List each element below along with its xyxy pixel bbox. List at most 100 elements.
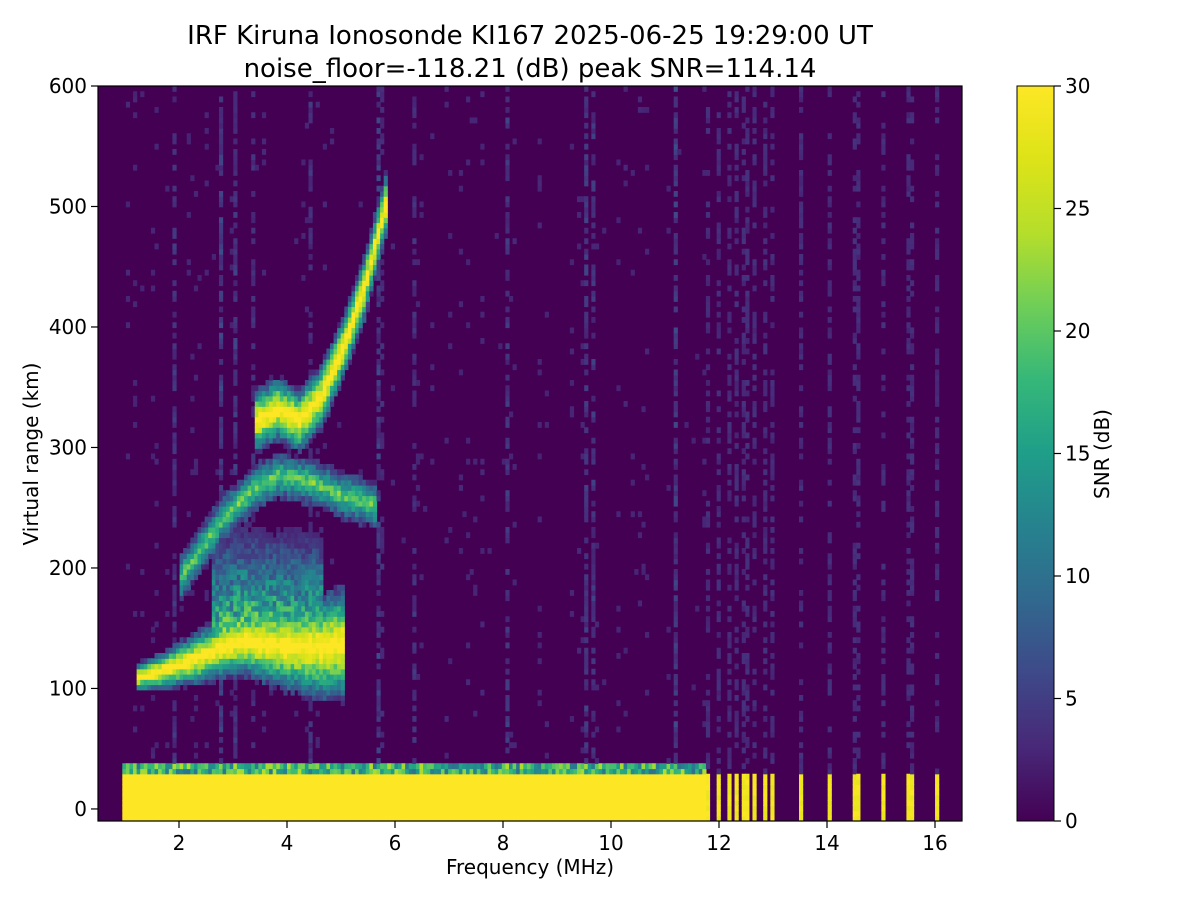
heatmap-cell bbox=[315, 542, 320, 549]
heatmap-cell bbox=[251, 458, 256, 465]
heatmap-cell bbox=[218, 726, 224, 733]
heatmap-cell bbox=[172, 716, 177, 722]
heatmap-cell bbox=[265, 464, 270, 470]
heatmap-cell bbox=[308, 243, 313, 250]
heatmap-cell bbox=[319, 369, 324, 376]
heatmap-cell bbox=[233, 773, 238, 780]
heatmap-cell bbox=[673, 684, 678, 691]
heatmap-cell bbox=[483, 768, 489, 775]
heatmap-cell bbox=[319, 779, 324, 785]
heatmap-cell bbox=[290, 773, 295, 780]
heatmap-cell bbox=[290, 815, 295, 822]
heatmap-cell bbox=[308, 611, 313, 617]
heatmap-cell bbox=[347, 773, 353, 780]
heatmap-cell bbox=[222, 605, 227, 612]
heatmap-cell bbox=[158, 810, 163, 817]
heatmap-cell bbox=[251, 516, 256, 523]
heatmap-cell bbox=[290, 611, 295, 617]
heatmap-cell bbox=[218, 516, 224, 523]
heatmap-cell bbox=[251, 385, 256, 392]
heatmap-cell bbox=[505, 721, 510, 728]
heatmap-cell bbox=[304, 464, 310, 470]
heatmap-cell bbox=[272, 574, 277, 581]
heatmap-cell bbox=[372, 238, 378, 245]
heatmap-cell bbox=[473, 784, 478, 791]
heatmap-cell bbox=[301, 595, 306, 602]
heatmap-cell bbox=[287, 621, 292, 628]
heatmap-cell bbox=[226, 600, 231, 607]
heatmap-cell bbox=[315, 553, 320, 560]
heatmap-cell bbox=[258, 385, 263, 392]
heatmap-cell bbox=[498, 794, 503, 801]
heatmap-cell bbox=[319, 553, 324, 560]
heatmap-cell bbox=[473, 805, 478, 812]
heatmap-cell bbox=[315, 101, 320, 108]
heatmap-cell bbox=[376, 290, 381, 297]
heatmap-cell bbox=[337, 663, 342, 670]
heatmap-cell bbox=[673, 815, 678, 822]
heatmap-cell bbox=[222, 621, 227, 628]
heatmap-cell bbox=[637, 794, 643, 801]
heatmap-cell bbox=[426, 763, 431, 770]
heatmap-cell bbox=[319, 474, 324, 481]
heatmap-cell bbox=[204, 663, 209, 670]
heatmap-cell bbox=[269, 600, 274, 607]
heatmap-cell bbox=[555, 779, 560, 785]
heatmap-cell bbox=[297, 647, 302, 654]
heatmap-cell bbox=[251, 406, 256, 413]
heatmap-cell bbox=[362, 317, 367, 323]
heatmap-cell bbox=[211, 527, 216, 533]
heatmap-cell bbox=[197, 537, 202, 544]
heatmap-cell bbox=[294, 794, 299, 801]
heatmap-cell bbox=[551, 810, 557, 817]
heatmap-cell bbox=[337, 422, 342, 428]
heatmap-cell bbox=[466, 259, 471, 266]
heatmap-cell bbox=[215, 511, 220, 518]
heatmap-cell bbox=[369, 285, 374, 292]
heatmap-cell bbox=[673, 647, 678, 654]
heatmap-cell bbox=[165, 668, 170, 675]
heatmap-cell bbox=[630, 805, 635, 812]
heatmap-cell bbox=[369, 768, 374, 775]
heatmap-cell bbox=[218, 191, 224, 197]
heatmap-cell bbox=[659, 768, 664, 775]
heatmap-cell bbox=[584, 758, 589, 764]
heatmap-cell bbox=[304, 406, 310, 413]
heatmap-cell bbox=[233, 112, 238, 119]
heatmap-cell bbox=[312, 574, 317, 581]
heatmap-cell bbox=[208, 668, 213, 675]
heatmap-cell bbox=[233, 401, 238, 407]
heatmap-cell bbox=[376, 653, 381, 659]
heatmap-cell bbox=[326, 684, 331, 691]
heatmap-cell bbox=[423, 800, 428, 806]
heatmap-cell bbox=[365, 306, 370, 313]
heatmap-cell bbox=[594, 794, 600, 801]
heatmap-cell bbox=[176, 794, 181, 801]
heatmap-cell bbox=[455, 768, 460, 775]
heatmap-cell bbox=[269, 495, 274, 502]
heatmap-cell bbox=[641, 563, 646, 570]
heatmap-cell bbox=[244, 658, 249, 665]
heatmap-cell bbox=[594, 800, 600, 806]
heatmap-cell bbox=[129, 773, 134, 780]
heatmap-cell bbox=[573, 773, 578, 780]
heatmap-cell bbox=[197, 548, 202, 554]
heatmap-cell bbox=[176, 779, 181, 785]
heatmap-cell bbox=[437, 768, 442, 775]
heatmap-cell bbox=[186, 590, 191, 596]
heatmap-cell bbox=[637, 789, 643, 796]
heatmap-cell bbox=[143, 658, 148, 665]
heatmap-cell bbox=[602, 227, 607, 234]
heatmap-cell bbox=[240, 500, 245, 507]
heatmap-cell bbox=[304, 810, 310, 817]
heatmap-cell bbox=[229, 663, 234, 670]
heatmap-cell bbox=[512, 742, 517, 749]
heatmap-cell bbox=[673, 689, 678, 696]
heatmap-cell bbox=[154, 107, 159, 113]
heatmap-cell bbox=[168, 768, 174, 775]
heatmap-cell bbox=[591, 800, 596, 806]
heatmap-cell bbox=[233, 506, 238, 512]
heatmap-cell bbox=[276, 464, 281, 470]
heatmap-cell bbox=[308, 338, 313, 344]
heatmap-cell bbox=[648, 815, 653, 822]
